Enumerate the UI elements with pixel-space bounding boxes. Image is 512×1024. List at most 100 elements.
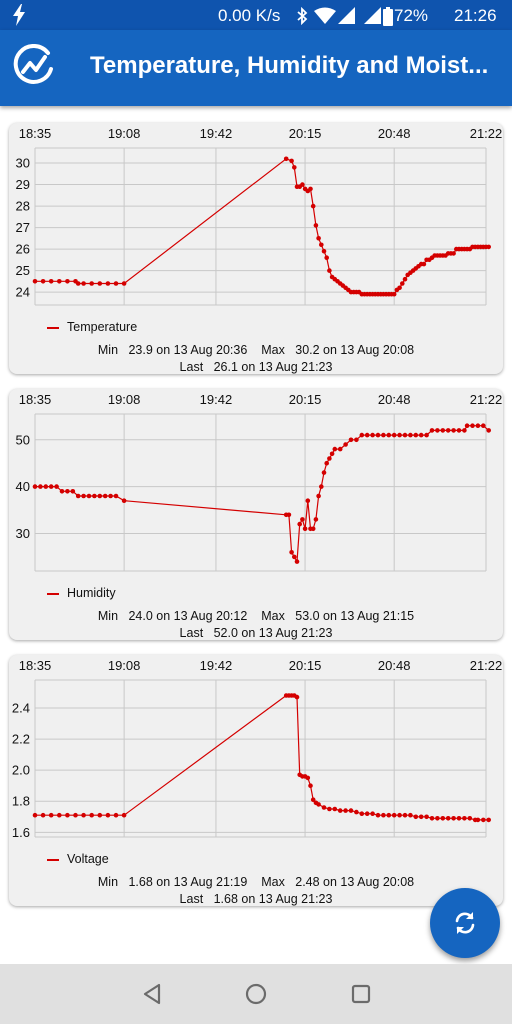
legend-swatch: [47, 592, 59, 595]
data-point: [310, 797, 316, 802]
data-point: [329, 451, 335, 457]
data-point: [435, 816, 440, 821]
chart-legend: Voltage: [47, 852, 109, 866]
network-speed: 0.00 K/s: [218, 6, 281, 25]
data-point: [75, 493, 81, 499]
data-point: [57, 279, 62, 284]
data-point: [462, 816, 467, 821]
data-point: [402, 276, 408, 282]
data-point: [391, 812, 397, 818]
data-point: [408, 812, 413, 818]
x-tick-label: 18:35: [19, 658, 52, 673]
data-point: [375, 432, 381, 438]
data-point: [413, 814, 419, 820]
data-point: [300, 517, 305, 522]
y-tick-label: 2.0: [12, 763, 30, 778]
data-point: [397, 432, 402, 438]
legend-label: Humidity: [67, 586, 116, 600]
data-point: [48, 812, 54, 818]
data-point: [402, 432, 408, 438]
data-point: [413, 432, 419, 438]
data-point: [332, 446, 338, 452]
data-point: [289, 550, 294, 555]
stats-min-max: Min 1.68 on 13 Aug 21:19 Max 2.48 on 13 …: [97, 875, 415, 889]
data-point: [327, 806, 332, 812]
x-tick-label: 20:48: [378, 126, 411, 141]
data-point: [32, 812, 38, 818]
recents-icon[interactable]: [350, 982, 372, 1006]
data-point: [43, 484, 49, 489]
data-point: [391, 291, 397, 297]
x-tick-label: 19:08: [108, 658, 141, 673]
data-point: [451, 251, 456, 256]
data-point: [321, 470, 327, 475]
x-tick-label: 19:42: [200, 658, 233, 673]
data-point: [65, 279, 70, 284]
data-point: [481, 817, 486, 823]
data-point: [48, 279, 54, 284]
data-point: [40, 279, 46, 284]
data-point: [464, 423, 470, 428]
refresh-button[interactable]: [430, 888, 500, 958]
data-point: [121, 281, 127, 286]
clock: 21:26: [454, 6, 497, 25]
data-point: [86, 493, 92, 499]
data-point: [429, 816, 435, 821]
data-point: [113, 493, 119, 499]
legend-swatch: [47, 326, 59, 329]
data-point: [445, 428, 451, 433]
battery-icon: [383, 7, 393, 26]
y-tick-label: 30: [16, 526, 30, 541]
x-tick-label: 18:35: [19, 126, 52, 141]
data-point: [343, 808, 348, 813]
data-point: [121, 498, 127, 503]
humidity-chart-card: 18:35 19:08 19:42 20:15 20:48 21:22 30 40 50 Hum…: [9, 389, 503, 640]
data-point: [89, 281, 94, 286]
y-tick-label: 29: [16, 177, 30, 192]
data-point: [292, 165, 297, 170]
legend-swatch: [47, 858, 59, 861]
data-point: [451, 816, 456, 821]
data-point: [354, 809, 359, 815]
x-tick-label: 19:42: [200, 392, 233, 407]
x-tick-label: 21:22: [470, 126, 503, 141]
data-point: [332, 806, 338, 812]
x-tick-label: 19:08: [108, 392, 141, 407]
back-icon[interactable]: [141, 982, 163, 1006]
data-point: [310, 203, 316, 209]
data-point: [305, 498, 311, 503]
x-tick-label: 20:15: [289, 392, 322, 407]
y-tick-label: 30: [16, 156, 30, 171]
data-point: [348, 437, 354, 443]
data-point: [113, 281, 119, 286]
data-point: [470, 423, 475, 428]
data-point: [337, 446, 343, 452]
data-point: [81, 812, 86, 818]
data-point: [381, 432, 386, 438]
stats-last: Last 1.68 on 13 Aug 21:23: [179, 892, 333, 906]
data-point: [321, 248, 327, 254]
data-point: [408, 432, 413, 438]
chart-stats: Min 23.9 on 13 Aug 20:36 Max 30.2 on 13 …: [9, 342, 503, 376]
x-tick-label: 19:42: [200, 126, 233, 141]
data-point: [400, 281, 405, 286]
data-point: [108, 493, 113, 499]
data-point: [451, 428, 456, 433]
data-point: [375, 812, 381, 818]
chart-legend: Humidity: [47, 586, 116, 600]
status-bar: 0.00 K/s 72% 21:26: [0, 0, 512, 30]
y-tick-label: 2.4: [12, 700, 30, 715]
data-point: [313, 223, 319, 228]
home-icon[interactable]: [244, 982, 268, 1006]
data-point: [294, 559, 300, 564]
data-point: [70, 489, 76, 494]
y-tick-label: 24: [16, 285, 30, 300]
data-point: [467, 816, 473, 821]
data-point: [429, 428, 435, 433]
x-tick-label: 20:15: [289, 126, 322, 141]
voltage-chart-card: 18:35 19:08 19:42 20:15 20:48 21:22 1.6 1.8 2.0 2…: [9, 655, 503, 906]
data-point: [97, 493, 103, 499]
stats-last: Last 26.1 on 13 Aug 21:23: [179, 360, 333, 374]
data-point: [386, 432, 392, 438]
x-tick-label: 21:22: [470, 392, 503, 407]
